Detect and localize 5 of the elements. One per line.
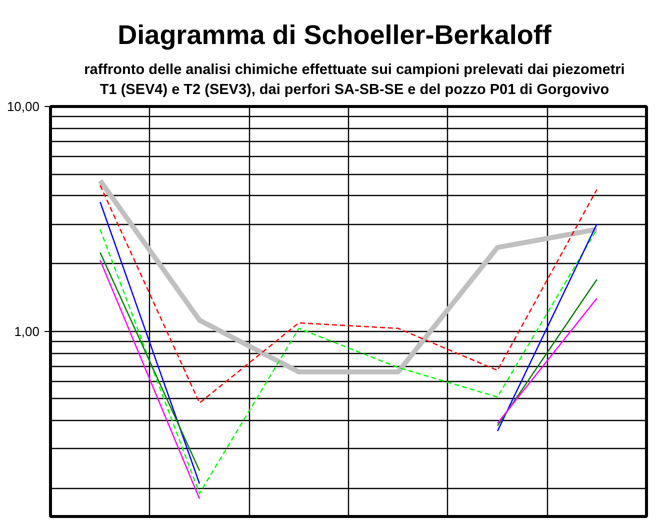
chart-subtitle: raffronto delle analisi chimiche effettuate sui campioni prelevati dai piezometri T1 (SEV4) e T2 (SEV3), dai perfori SA-SB-SE e del pozzo P01 di Gorgovivo: [84, 61, 625, 100]
line-series: [100, 184, 598, 404]
y-tick-label: 10,00: [6, 99, 40, 114]
chart-title: Diagramma di Schoeller-Berkaloff: [118, 20, 552, 50]
y-tick-label: 1,00: [14, 324, 40, 339]
